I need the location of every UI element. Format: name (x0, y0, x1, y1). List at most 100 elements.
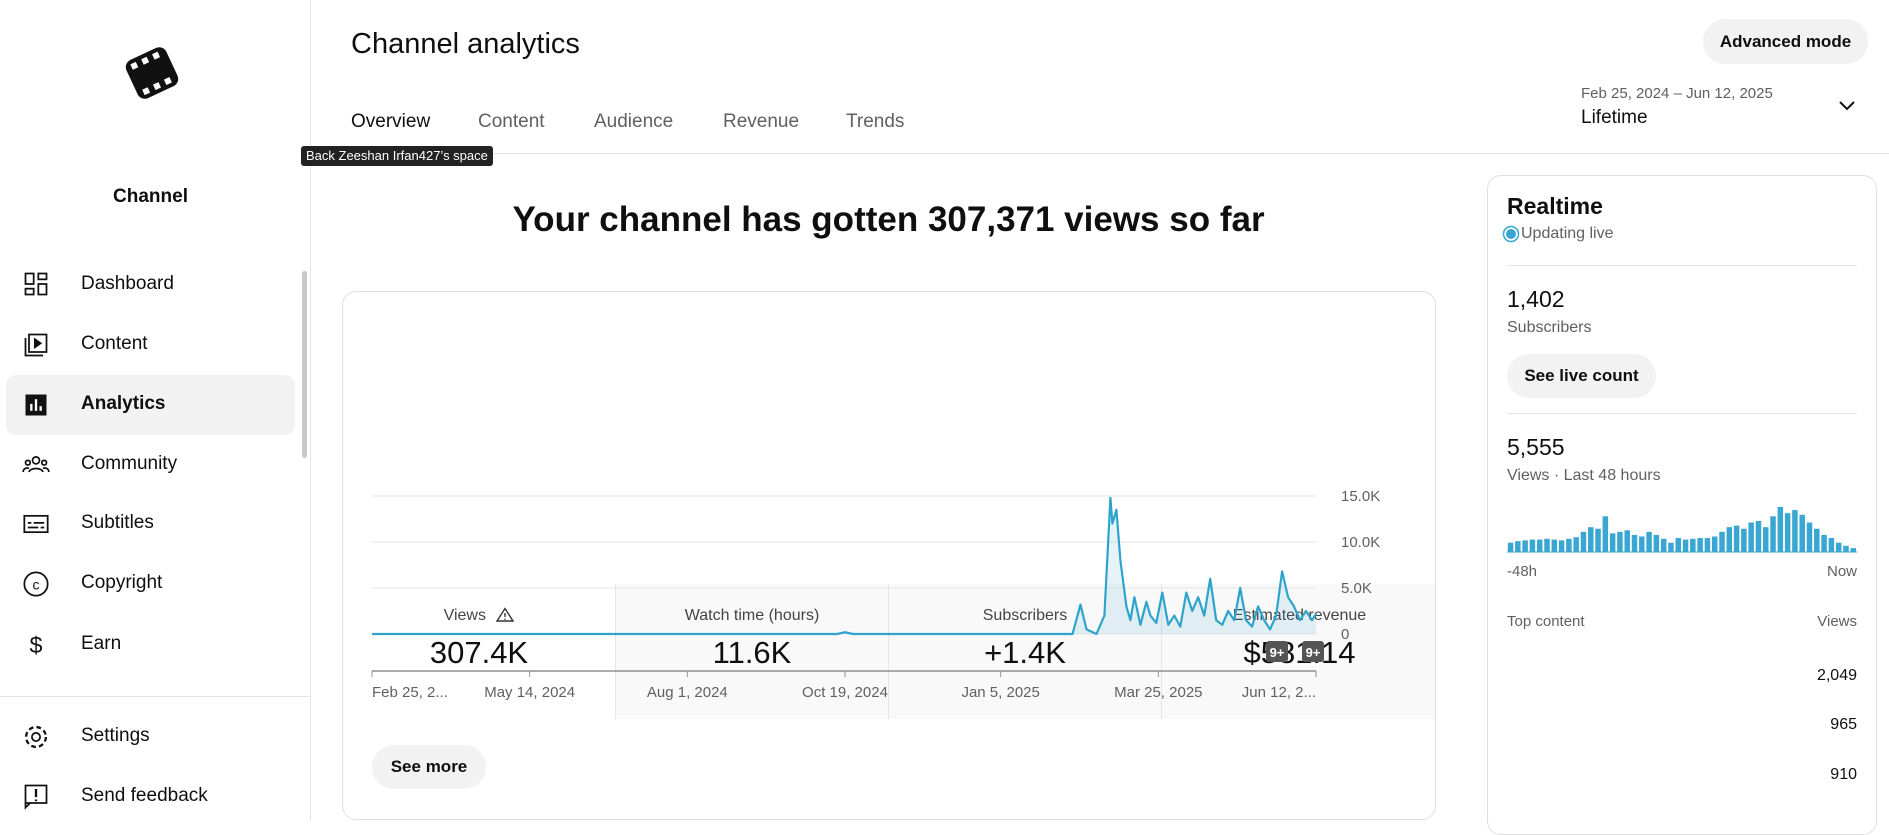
tab[interactable]: Overview (351, 111, 431, 132)
bar (1777, 507, 1784, 552)
x-tick-label: Feb 25, 2... (372, 684, 448, 701)
bar (1733, 525, 1740, 552)
badge (1302, 641, 1324, 662)
bar (1799, 514, 1805, 552)
metric-value: +1.4K (984, 635, 1066, 670)
settings-icon (24, 725, 48, 749)
bar (1536, 539, 1543, 552)
bar (1617, 531, 1623, 552)
nav-item[interactable]: Analytics (81, 393, 166, 414)
bar (1573, 537, 1579, 552)
nav-item[interactable]: Send feedback (81, 785, 208, 806)
bar (1660, 538, 1667, 552)
bar (1814, 528, 1820, 552)
nav-item[interactable]: Content (81, 333, 148, 354)
bar (1784, 513, 1791, 552)
realtime-title: Realtime (1507, 193, 1603, 219)
subtitles-icon (23, 514, 49, 534)
x-tick-label: Oct 19, 2024 (802, 684, 888, 701)
subscriber-label: Subscribers (1507, 319, 1592, 336)
bar (1551, 539, 1558, 552)
bar (1580, 531, 1587, 552)
bar (1835, 542, 1842, 552)
metric-value: 11.6K (712, 635, 792, 670)
x-tick-label: Jan 5, 2025 (961, 684, 1039, 701)
bar (1631, 534, 1638, 552)
bar (1697, 538, 1703, 552)
analytics-icon (25, 394, 47, 416)
bar (1668, 542, 1674, 552)
top-content-views: 2,049 (1816, 667, 1857, 684)
nav-item[interactable]: Subtitles (81, 512, 154, 533)
bar (1850, 548, 1856, 552)
realtime-views: 5,555 (1507, 434, 1565, 460)
bar (1522, 540, 1528, 552)
bar (1711, 536, 1718, 552)
metric-tab[interactable]: Estimated revenue $581.14 (1162, 584, 1435, 719)
feedback-icon (24, 784, 48, 810)
bar (1675, 538, 1681, 552)
content-icon (24, 333, 48, 357)
top-content-column: Views (1817, 613, 1857, 630)
nav-item[interactable]: Dashboard (81, 273, 174, 294)
metric-tab[interactable]: Subscribers +1.4K (889, 584, 1162, 719)
live-count-button[interactable]: See live count (1507, 354, 1656, 398)
top-content-views: 965 (1830, 716, 1857, 733)
nav-item[interactable]: Community (81, 453, 178, 474)
bar (1588, 527, 1594, 552)
bar (1609, 533, 1616, 552)
bar (1602, 516, 1609, 552)
period[interactable]: Lifetime (1581, 107, 1648, 128)
bar (1828, 538, 1835, 552)
divider (0, 696, 310, 697)
community-icon (22, 455, 50, 473)
axis-end: Now (1826, 563, 1857, 580)
live-status: Updating live (1521, 225, 1614, 242)
tab[interactable]: Audience (594, 111, 674, 132)
subscriber-count: 1,402 (1507, 286, 1565, 312)
x-tick-label: Aug 1, 2024 (647, 684, 728, 701)
date-range: Feb 25, 2024 – Jun 12, 2025 (1581, 85, 1773, 102)
y-tick-label: 15.0K (1341, 488, 1380, 505)
bar (1646, 531, 1652, 552)
bar (1770, 516, 1776, 552)
warning-icon (496, 607, 515, 622)
svg-text:c: c (33, 576, 40, 592)
top-content-views: 910 (1830, 766, 1857, 783)
bar (1763, 527, 1769, 552)
bar (1792, 510, 1798, 552)
dropdown-chevron[interactable] (1838, 100, 1856, 112)
dashboard-icon (24, 272, 48, 296)
bar (1558, 540, 1565, 552)
nav-item[interactable]: Settings (81, 725, 150, 746)
bar (1595, 528, 1601, 552)
nav-item[interactable]: Copyright (81, 572, 163, 593)
axis-start: -48h (1507, 563, 1538, 580)
see-more-button[interactable]: See more (372, 745, 486, 789)
metric-tab[interactable]: Watch time (hours) 11.6K (616, 584, 889, 719)
advanced-mode-button[interactable]: Advanced mode (1703, 19, 1868, 64)
badge-label: 9+ (1306, 645, 1321, 660)
tab[interactable]: Trends (846, 111, 905, 132)
badge (1266, 641, 1288, 662)
realtime-views-label: Views · Last 48 hours (1507, 467, 1661, 484)
tab[interactable]: Revenue (723, 111, 800, 132)
area (372, 497, 1316, 634)
metric-value: $581.14 (1243, 635, 1356, 670)
bar (1544, 538, 1550, 552)
metric-tab[interactable]: Views 307.4K (343, 584, 616, 719)
bar (1653, 534, 1660, 552)
tooltip: Back Zeeshan Irfan427’s space (301, 146, 493, 166)
nav-item[interactable]: Earn (81, 633, 122, 654)
badge-label: 9+ (1270, 645, 1285, 660)
copyright-icon: c (23, 571, 49, 597)
bar (1515, 541, 1521, 552)
live-dot (1502, 225, 1520, 243)
bar (1741, 528, 1747, 552)
tab[interactable]: Content (478, 111, 545, 132)
header-divider (311, 153, 1889, 154)
svg-text:$: $ (30, 632, 43, 658)
channel-label: Channel (113, 186, 188, 207)
metric-value: 307.4K (429, 635, 529, 670)
